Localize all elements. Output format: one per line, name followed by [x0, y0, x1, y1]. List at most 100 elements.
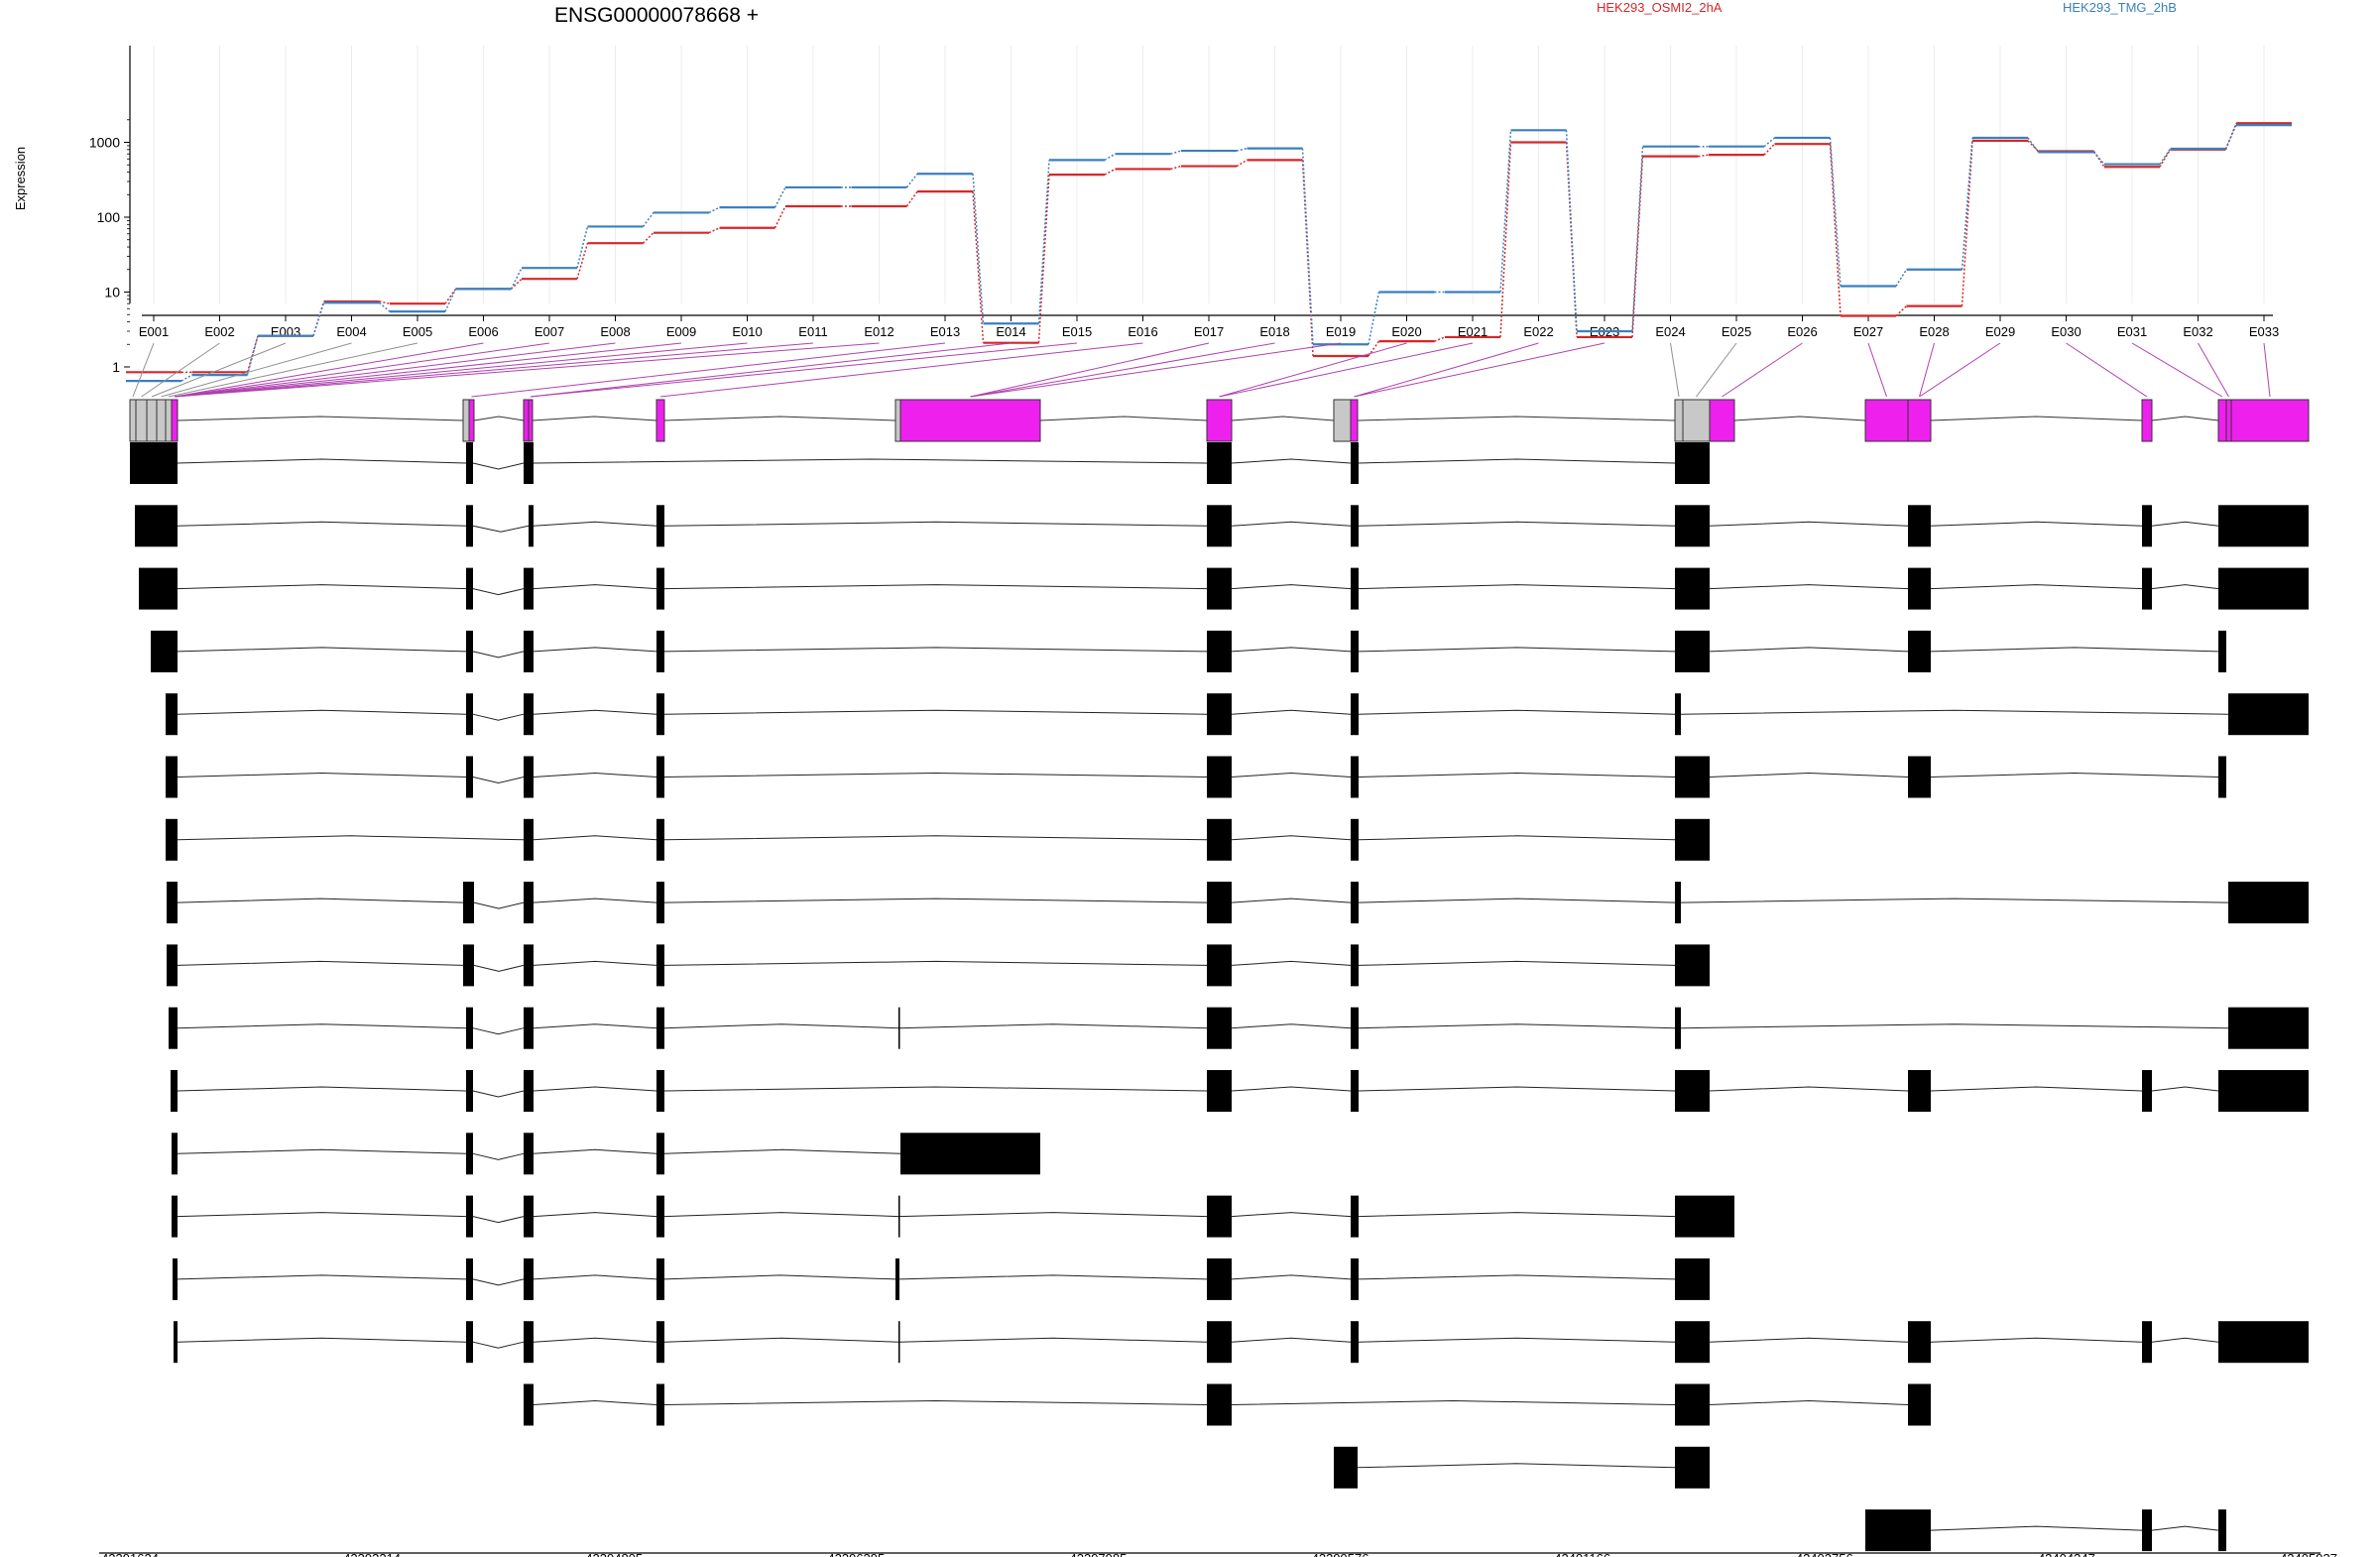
- intron-line: [177, 898, 464, 903]
- transcript-exon: [139, 567, 178, 610]
- transcript-exon: [524, 442, 534, 484]
- transcript-exon: [524, 1195, 534, 1238]
- transcript-exon: [2218, 630, 2226, 672]
- transcript-exon: [1675, 1195, 1734, 1238]
- transcript-exon: [1675, 630, 1710, 672]
- transcript-exon: [1908, 1383, 1931, 1426]
- intron-line: [472, 651, 525, 659]
- exon-connector: [161, 342, 352, 398]
- intron-line: [472, 713, 525, 721]
- transcript-exon: [1207, 442, 1232, 484]
- transcript-exon: [656, 1383, 664, 1426]
- intron-line: [533, 709, 657, 715]
- transcript-exon: [524, 818, 534, 861]
- transcript-1: [130, 442, 1710, 484]
- series-osmi: [126, 122, 2292, 374]
- intron-line: [663, 1399, 1208, 1405]
- x-tick-label: E006: [468, 324, 498, 339]
- intron-line: [663, 521, 1208, 527]
- x-tick-label: E008: [600, 324, 630, 339]
- y-axis-label: Expression: [13, 147, 28, 210]
- transcript-exon: [1207, 1195, 1232, 1238]
- y-tick-label: 10: [104, 285, 120, 300]
- expression-axes: [129, 46, 2273, 316]
- transcript-exon: [466, 1007, 473, 1049]
- x-tick-label: E001: [139, 324, 169, 339]
- transcript-exon: [2228, 1007, 2309, 1049]
- gene-exon-box: [899, 399, 1041, 442]
- transcript-2: [135, 505, 2309, 547]
- exon-connector: [168, 342, 418, 398]
- gene-intron: [177, 416, 464, 421]
- legend-label-tmg: HEK293_TMG_2hB: [2063, 0, 2177, 15]
- intron-line: [533, 1086, 657, 1092]
- intron-line: [1358, 521, 1676, 527]
- exon-connector: [174, 342, 484, 398]
- transcript-exon: [463, 882, 474, 924]
- intron-line: [1231, 458, 1352, 464]
- intron-line: [1358, 1086, 1676, 1092]
- gene-intron: [532, 416, 657, 421]
- connector-segment: [2224, 124, 2237, 150]
- intron-line: [177, 960, 464, 966]
- transcript-exon: [1351, 882, 1359, 924]
- transcript-17: [1334, 1446, 1710, 1489]
- connector-segment: [972, 174, 985, 324]
- transcript-exon: [2142, 1509, 2152, 1552]
- connector-segment: [1037, 160, 1050, 324]
- transcript-exon: [1207, 1007, 1232, 1049]
- genome-tick-label: 42396395: [827, 1551, 885, 1557]
- connector-segment: [1368, 340, 1380, 357]
- transcript-exon: [529, 505, 534, 547]
- transcript-13: [172, 1195, 1734, 1238]
- x-tick-label: E004: [336, 324, 366, 339]
- transcript-8: [167, 882, 2309, 924]
- transcript-exon: [1675, 1070, 1710, 1112]
- intron-line: [177, 1212, 467, 1218]
- exon-connector: [970, 342, 1275, 398]
- x-tick-label: E013: [930, 324, 960, 339]
- intron-line: [533, 1274, 657, 1280]
- connector-segment: [379, 300, 391, 304]
- exon-connector: [1722, 342, 1803, 398]
- connector-segment: [2159, 149, 2172, 168]
- genome-tick-label: 42394805: [585, 1551, 643, 1557]
- x-tick-label: E018: [1259, 324, 1289, 339]
- transcript-exon: [1207, 756, 1232, 798]
- intron-line: [1358, 1023, 1676, 1029]
- x-tick-label: E024: [1655, 324, 1685, 339]
- gene-exon-box: [468, 399, 475, 442]
- connector-segment: [1434, 336, 1446, 342]
- intron-line: [533, 835, 657, 841]
- transcript-exon: [466, 630, 473, 672]
- gene-exon-box: [2230, 399, 2310, 442]
- x-tick-label: E010: [732, 324, 762, 339]
- x-tick-label: E002: [204, 324, 234, 339]
- genome-tick-label: 42401166: [1554, 1551, 1610, 1557]
- transcript-exon: [524, 944, 534, 987]
- exon-connector: [151, 342, 287, 398]
- intron-line: [1231, 898, 1352, 903]
- intron-line: [177, 584, 467, 590]
- exon-connector: [1919, 342, 1935, 398]
- connector-segment: [1236, 159, 1248, 168]
- intron-line: [2151, 521, 2219, 527]
- gene-exon-box: [2225, 399, 2232, 442]
- x-tick-label: E021: [1458, 324, 1488, 339]
- intron-line: [177, 835, 525, 841]
- transcript-exon: [656, 1070, 664, 1112]
- transcript-exon: [1675, 1258, 1710, 1300]
- gene-exon-box: [528, 399, 534, 442]
- genome-axis: 42391624 42393214 42394805 42396395 42397985…: [99, 1551, 2337, 1557]
- intron-line: [2151, 1337, 2219, 1343]
- connector-segment: [774, 186, 786, 208]
- transcript-15: [174, 1321, 2309, 1364]
- exon-connector: [174, 342, 616, 398]
- gene-exon-box: [156, 399, 167, 442]
- connector-segment: [642, 211, 654, 227]
- gene-intron: [473, 416, 525, 421]
- transcript-7: [166, 818, 1710, 861]
- intron-line: [1709, 1086, 1909, 1092]
- connector-segment: [246, 335, 259, 376]
- intron-line: [1709, 584, 1909, 590]
